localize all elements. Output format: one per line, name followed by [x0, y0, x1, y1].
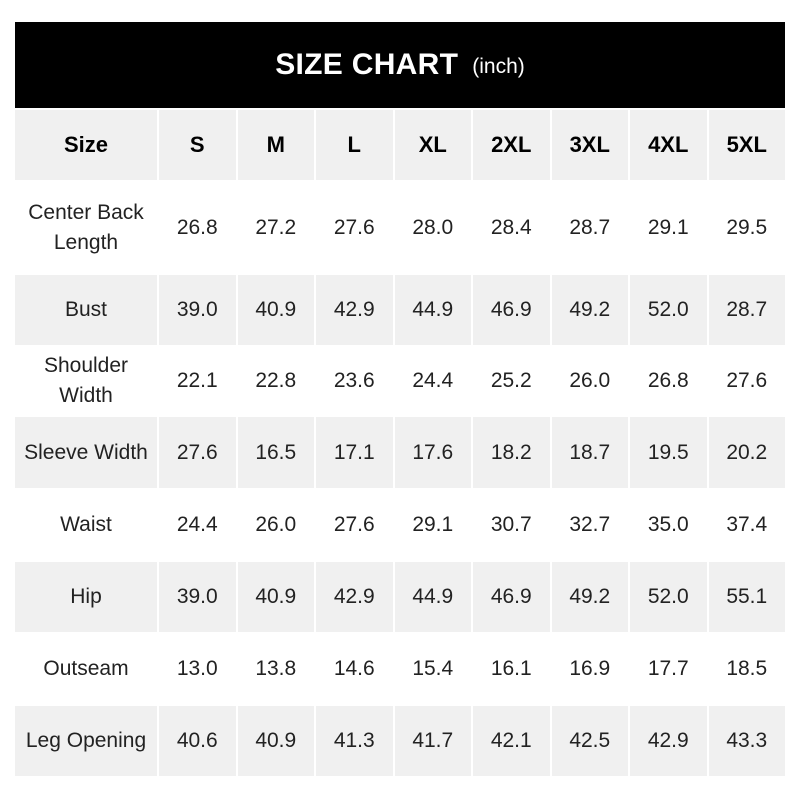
row-label: Shoulder Width [43, 354, 129, 407]
size-table: Size S M L XL 2XL 3XL 4XL 5XL Center Back Length 2… [15, 110, 785, 776]
table-cell: 27.2 [255, 215, 297, 239]
table-cell: 28.0 [412, 215, 454, 239]
table-cell: 52.0 [630, 275, 707, 345]
table-cell: 24.4 [412, 369, 454, 392]
table-cell: 49.2 [551, 275, 628, 345]
table-cell: 32.7 [569, 513, 611, 536]
header-size-l: L [316, 110, 393, 180]
table-cell: 20.2 [708, 417, 785, 488]
table-cell: 46.9 [473, 562, 550, 632]
table-cell: 42.9 [316, 562, 393, 632]
table-cell: 43.3 [708, 706, 785, 776]
row-label: Waist [60, 513, 112, 536]
table-cell: 29.5 [726, 215, 768, 239]
table-cell: 35.0 [647, 513, 689, 536]
table-cell: 26.0 [569, 369, 611, 392]
table-cell: 29.1 [647, 215, 689, 239]
table-cell: 17.7 [647, 657, 689, 680]
table-cell: 44.9 [394, 275, 471, 345]
header-size-4xl: 4XL [630, 110, 707, 180]
row-label: Bust [15, 275, 157, 345]
row-label: Hip [15, 562, 157, 632]
header-size-2xl: 2XL [473, 110, 550, 180]
table-cell: 40.9 [237, 706, 314, 776]
table-cell: 26.8 [647, 369, 689, 392]
table-cell: 25.2 [490, 369, 532, 392]
table-cell: 29.1 [412, 513, 454, 536]
table-cell: 27.6 [726, 369, 768, 392]
table-cell: 46.9 [473, 275, 550, 345]
row-label: Leg Opening [15, 706, 157, 776]
table-cell: 28.4 [490, 215, 532, 239]
table-cell: 14.6 [333, 657, 375, 680]
table-cell: 22.8 [255, 369, 297, 392]
table-cell: 39.0 [159, 275, 236, 345]
table-cell: 13.8 [255, 657, 297, 680]
table-cell: 18.2 [473, 417, 550, 488]
table-cell: 16.5 [237, 417, 314, 488]
row-label: Outseam [43, 657, 129, 680]
table-cell: 18.7 [551, 417, 628, 488]
table-cell: 24.4 [176, 513, 218, 536]
table-cell: 28.7 [708, 275, 785, 345]
table-cell: 41.3 [316, 706, 393, 776]
table-cell: 41.7 [394, 706, 471, 776]
table-cell: 40.9 [237, 275, 314, 345]
table-cell: 42.9 [630, 706, 707, 776]
table-cell: 22.1 [176, 369, 218, 392]
table-cell: 26.0 [255, 513, 297, 536]
table-cell: 40.6 [159, 706, 236, 776]
header-size-m: M [237, 110, 314, 180]
header-size-5xl: 5XL [708, 110, 785, 180]
table-cell: 26.8 [176, 215, 218, 239]
unit-label: (inch) [472, 55, 525, 78]
header-size-xl: XL [394, 110, 471, 180]
table-cell: 49.2 [551, 562, 628, 632]
table-cell: 28.7 [569, 215, 611, 239]
table-cell: 42.1 [473, 706, 550, 776]
table-cell: 44.9 [394, 562, 471, 632]
table-cell: 19.5 [630, 417, 707, 488]
table-cell: 27.6 [159, 417, 236, 488]
table-cell: 16.9 [569, 657, 611, 680]
table-cell: 16.1 [490, 657, 532, 680]
table-cell: 42.5 [551, 706, 628, 776]
table-cell: 23.6 [333, 369, 375, 392]
table-cell: 39.0 [159, 562, 236, 632]
table-cell: 30.7 [490, 513, 532, 536]
table-cell: 27.6 [333, 215, 375, 239]
header-size-3xl: 3XL [551, 110, 628, 180]
table-cell: 15.4 [412, 657, 454, 680]
table-cell: 42.9 [316, 275, 393, 345]
table-cell: 52.0 [630, 562, 707, 632]
size-chart-title-bar: SIZE CHART (inch) [15, 22, 785, 108]
table-cell: 18.5 [726, 657, 768, 680]
title: SIZE CHART [275, 48, 459, 81]
table-cell: 13.0 [176, 657, 218, 680]
table-cell: 17.6 [394, 417, 471, 488]
header-size-s: S [159, 110, 236, 180]
row-label: Center Back Length [28, 200, 144, 254]
header-size-label: Size [15, 110, 157, 180]
table-cell: 37.4 [726, 513, 768, 536]
row-label: Sleeve Width [15, 417, 157, 488]
table-cell: 40.9 [237, 562, 314, 632]
table-cell: 27.6 [333, 513, 375, 536]
table-cell: 17.1 [316, 417, 393, 488]
table-cell: 55.1 [708, 562, 785, 632]
